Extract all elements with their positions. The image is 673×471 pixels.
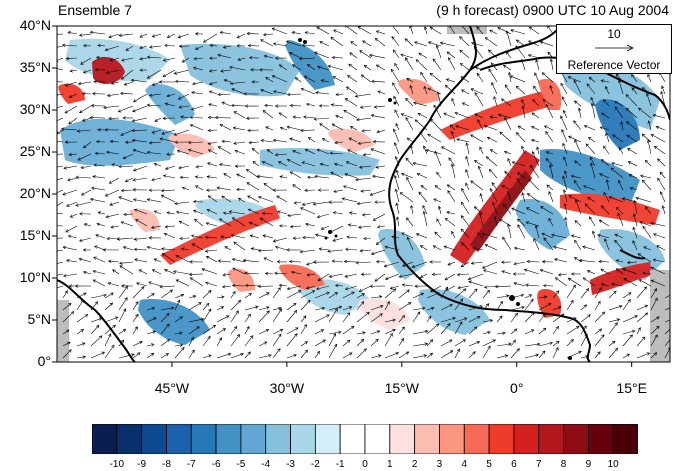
lat-label: 10°N bbox=[19, 269, 51, 285]
colorbar-swatch bbox=[587, 424, 614, 454]
colorbar-swatch bbox=[439, 424, 465, 454]
colorbar-swatch bbox=[92, 424, 118, 454]
colorbar-swatch bbox=[463, 424, 490, 454]
colorbar-label: 6 bbox=[511, 459, 517, 470]
colorbar-swatch bbox=[265, 424, 291, 454]
colorbar-label: 9 bbox=[585, 459, 592, 470]
colorbar-label: -7 bbox=[186, 459, 196, 470]
colorbar-label: -8 bbox=[162, 459, 171, 470]
colorbar-swatch bbox=[612, 424, 638, 454]
lon-label: 30°W bbox=[269, 380, 305, 396]
colorbar-label: -6 bbox=[211, 459, 221, 470]
colorbar-swatch bbox=[215, 424, 242, 454]
map-title-left: Ensemble 7 bbox=[58, 2, 132, 18]
colorbar-label: 4 bbox=[461, 459, 468, 470]
lat-label: 15°N bbox=[19, 227, 51, 243]
colorbar-swatch bbox=[538, 424, 564, 454]
colorbar-swatch bbox=[513, 424, 540, 454]
colorbar-swatch bbox=[190, 424, 217, 454]
colorbar-swatch bbox=[141, 424, 167, 454]
colorbar-label: -5 bbox=[236, 459, 246, 470]
colorbar-label: -4 bbox=[261, 459, 271, 470]
colorbar-label: 10 bbox=[607, 459, 619, 470]
colorbar bbox=[92, 424, 638, 454]
lon-label: 15°W bbox=[384, 380, 419, 396]
reference-vector-magnitude: 10 bbox=[607, 27, 621, 41]
colorbar-label: -10 bbox=[109, 459, 125, 470]
lon-label: 15°E bbox=[616, 380, 647, 396]
colorbar-swatch bbox=[116, 424, 143, 454]
colorbar-swatch bbox=[414, 424, 440, 454]
colorbar-label: 5 bbox=[486, 459, 492, 470]
colorbar-label: 7 bbox=[535, 459, 542, 470]
colorbar-swatch bbox=[488, 424, 515, 454]
colorbar-label: -2 bbox=[310, 459, 320, 470]
wind-vectors bbox=[57, 26, 670, 359]
wind-anomaly-map bbox=[52, 25, 671, 367]
map-title-right: (9 h forecast) 0900 UTC 10 Aug 2004 bbox=[436, 2, 669, 18]
lat-label: 5°N bbox=[27, 311, 52, 327]
reference-vector-box: 10 Reference Vector bbox=[556, 24, 672, 74]
lat-label: 20°N bbox=[19, 185, 51, 201]
colorbar-swatch bbox=[166, 424, 192, 454]
colorbar-swatch bbox=[314, 424, 341, 454]
reference-vector-label: Reference Vector bbox=[567, 58, 661, 72]
colorbar-swatch bbox=[290, 424, 316, 454]
colorbar-label: -9 bbox=[137, 459, 147, 470]
colorbar-swatch bbox=[364, 424, 391, 454]
colorbar-label: -1 bbox=[335, 459, 345, 470]
lat-label: 35°N bbox=[19, 59, 51, 75]
colorbar-label: 0 bbox=[362, 459, 368, 470]
lat-label: 30°N bbox=[19, 101, 51, 117]
colorbar-swatch bbox=[240, 424, 267, 454]
colorbar-label: -3 bbox=[286, 459, 295, 470]
lat-label: 25°N bbox=[19, 143, 51, 159]
reference-arrow-icon bbox=[595, 44, 634, 52]
lon-label: 45°W bbox=[154, 380, 190, 396]
lat-label: 0° bbox=[37, 353, 51, 369]
lat-label: 40°N bbox=[19, 17, 51, 33]
colorbar-swatch bbox=[339, 424, 366, 454]
colorbar-swatch bbox=[563, 424, 589, 454]
colorbar-swatch bbox=[389, 424, 416, 454]
lon-label: 0° bbox=[510, 380, 524, 396]
colorbar-label: 8 bbox=[560, 459, 567, 470]
colorbar-label: 3 bbox=[436, 459, 443, 470]
colorbar-label: 1 bbox=[387, 459, 393, 470]
colorbar-label: 2 bbox=[411, 459, 418, 470]
